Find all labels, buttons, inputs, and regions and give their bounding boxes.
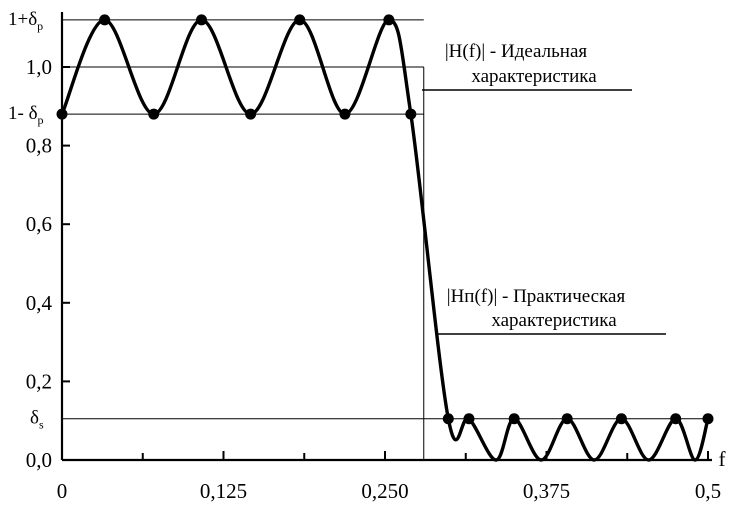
response-point: [148, 108, 160, 120]
x-tick-label: 0,125: [200, 479, 247, 503]
response-point: [99, 14, 111, 26]
ideal-response: [62, 66, 425, 460]
reference-lines: [62, 19, 708, 420]
response-point: [56, 108, 68, 120]
x-tick-label: 0: [57, 479, 68, 503]
ref-label-upper: 1+δp: [8, 9, 43, 33]
response-point: [508, 413, 520, 425]
response-point: [294, 14, 306, 26]
practical-label-line-1: |Hп(f)| - Практическая: [447, 286, 626, 307]
response-point: [383, 14, 395, 26]
y-tick-label: 0,8: [26, 134, 52, 158]
ref-label-lower: 1- δp: [8, 103, 44, 127]
response-point: [405, 108, 417, 120]
practical-response-line: [60, 18, 710, 462]
response-point: [339, 108, 351, 120]
y-tick-label: 0,6: [26, 212, 52, 236]
response-point: [702, 413, 714, 425]
response-point: [561, 413, 573, 425]
response-point: [196, 14, 208, 26]
x-tick-label: 0,5: [695, 479, 721, 503]
response-point: [463, 413, 475, 425]
y-tick-label: 1,0: [26, 55, 52, 79]
y-tick-label: 0,2: [26, 369, 52, 393]
ideal-label-line-2: характеристика: [471, 66, 597, 87]
x-tick-label: 0,375: [523, 479, 570, 503]
x-axis-label: f: [719, 447, 726, 471]
x-tick-label: 0,250: [361, 479, 408, 503]
y-tick-label: 0,0: [26, 448, 52, 472]
practical-response: [56, 14, 714, 462]
annotations: |H(f)| - Идеальная характеристика |Hп(f)| …: [422, 41, 666, 335]
response-point: [245, 108, 257, 120]
ideal-label-line-1: |H(f)| - Идеальная: [445, 41, 588, 62]
practical-label-line-2: характеристика: [491, 310, 617, 331]
response-point: [670, 413, 682, 425]
response-point: [615, 413, 627, 425]
labels: 0,0 0,2 0,4 0,6 0,8 1,0 0 0,125 0,250 0,375 0,5 f 1+…: [8, 9, 726, 503]
response-point: [442, 413, 454, 425]
y-tick-label: 0,4: [26, 291, 53, 315]
axes: [60, 12, 712, 462]
ref-label-stop: δs: [30, 408, 44, 432]
